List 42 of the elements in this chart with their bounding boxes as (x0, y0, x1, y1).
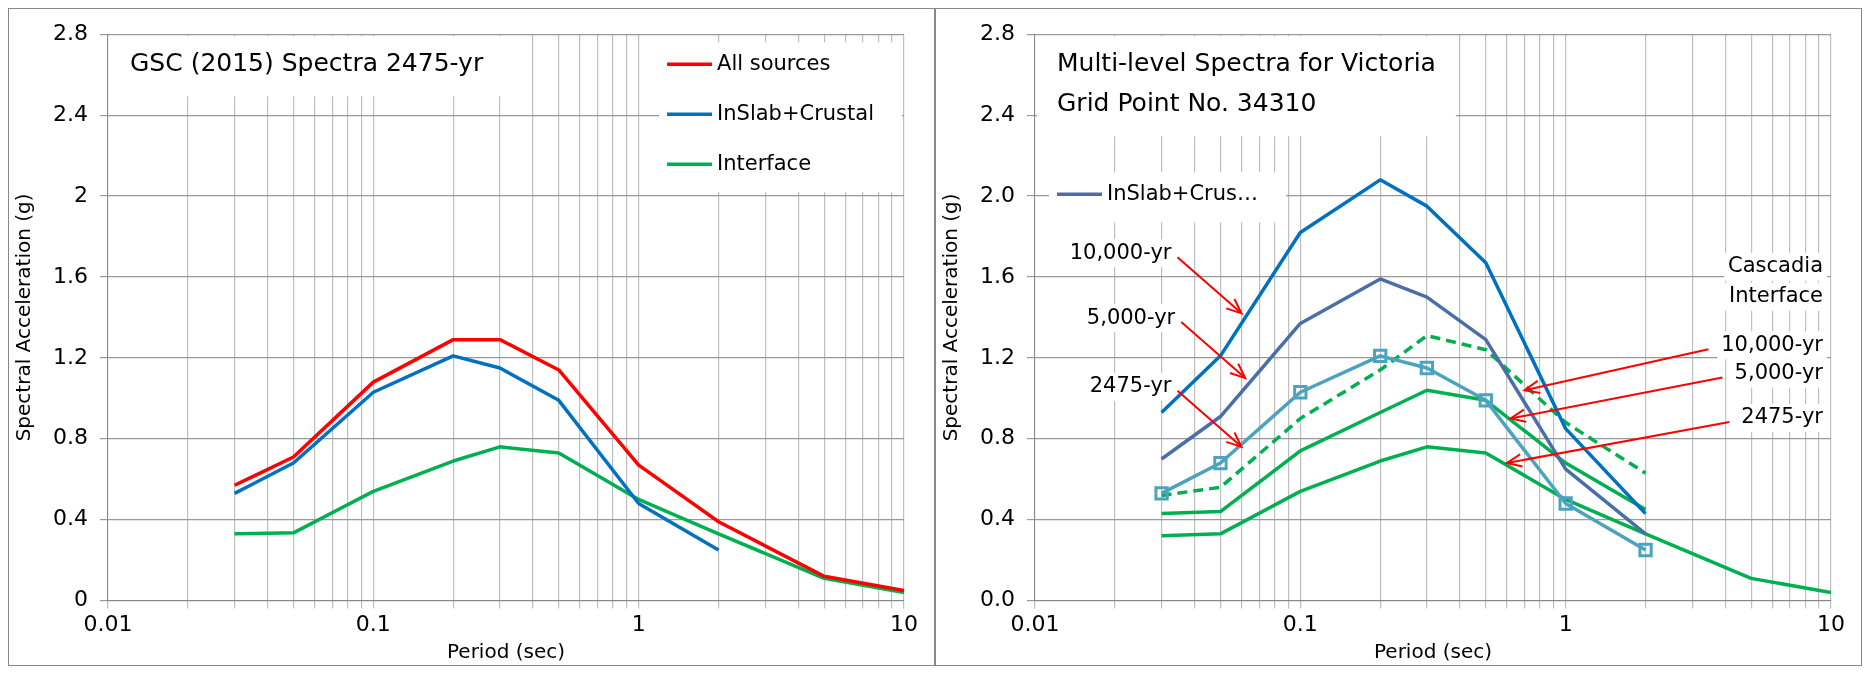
text: Multi-level Spectra for Victoria (1056, 47, 1436, 77)
y-tick-label: 0.8 (979, 424, 1015, 450)
y-tick-label: 2 (73, 181, 88, 207)
annotation: 10,000-yr (1069, 239, 1172, 264)
x-tick-label: 10 (890, 610, 918, 636)
y-tick-label: 0.8 (52, 424, 88, 450)
y-tick-label: 2.0 (979, 181, 1015, 207)
x-tick-label: 0.01 (83, 610, 133, 636)
y-tick-label: 0.4 (52, 505, 88, 531)
annotation: 10,000-yr (1721, 331, 1824, 356)
y-tick-label: 2.4 (52, 100, 88, 126)
legend-label: All sources (717, 50, 831, 75)
x-tick-label: 0.01 (1010, 610, 1060, 636)
y-tick-label: 1.6 (979, 262, 1015, 288)
x-axis-title: Period (sec) (1373, 639, 1493, 664)
annotation: 2475-yr (1089, 373, 1172, 398)
x-tick-label: 0.1 (355, 610, 391, 636)
legend-label: InSlab+Crus… (1106, 180, 1258, 205)
annotation: 5,000-yr (1734, 360, 1824, 384)
x-tick-label: 10 (1817, 610, 1845, 636)
y-tick-label: 0.0 (979, 586, 1015, 612)
y-tick-label: 2.8 (979, 19, 1015, 45)
x-tick-label: 0.1 (1282, 610, 1318, 636)
text: Grid Point No. 34310 (1056, 87, 1317, 117)
x-tick-label: 1 (631, 610, 646, 636)
y-tick-label: 0.4 (979, 505, 1015, 531)
annotation: 5,000-yr (1086, 304, 1176, 329)
y-tick-label: 2.8 (52, 19, 88, 45)
y-tick-label: 1.2 (52, 343, 88, 369)
y-tick-label: 2.4 (979, 100, 1015, 126)
x-tick-label: 1 (1558, 610, 1573, 636)
annotation: 2475-yr (1741, 404, 1824, 429)
y-tick-label: 1.2 (979, 343, 1015, 369)
legend-label: Interface (717, 150, 812, 175)
y-axis-title: Spectral Acceleration (g) (938, 193, 963, 442)
x-axis-title: Period (sec) (446, 639, 566, 664)
text: GSC (2015) Spectra 2475-yr (129, 47, 484, 77)
y-axis-title: Spectral Acceleration (g) (11, 193, 36, 442)
legend-label: InSlab+Crustal (717, 100, 875, 125)
annotation: Cascadia Interface (1728, 253, 1823, 308)
y-tick-label: 1.6 (52, 262, 88, 288)
y-tick-label: 0 (73, 586, 88, 612)
